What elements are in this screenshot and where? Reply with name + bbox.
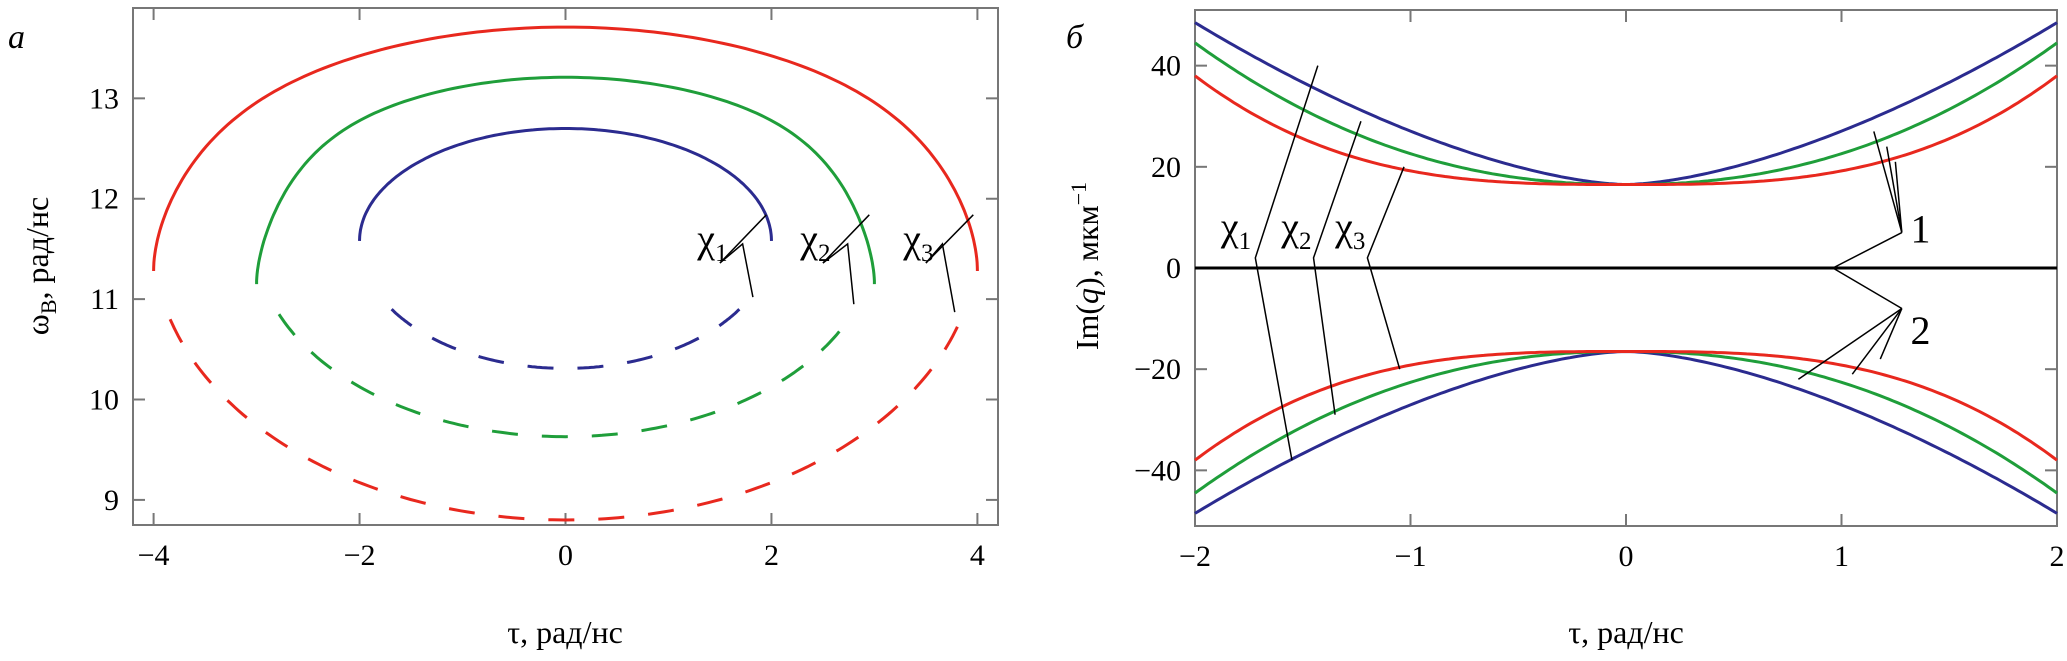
leader-line: [1851, 308, 1903, 375]
curve-label: χ1: [696, 216, 727, 267]
leader-lower: [925, 242, 956, 313]
x-tick-label: −2: [344, 539, 376, 572]
x-tick-label: 0: [1619, 540, 1634, 573]
curve-label: χ1: [1220, 204, 1251, 255]
leader-line: [1797, 307, 1903, 380]
curve-chi1-upper: [1194, 21, 2058, 187]
leader-line: [1894, 161, 1903, 233]
curve-chi3-lower: [1194, 350, 2058, 462]
leader-line: [1312, 121, 1362, 415]
curve-chi1-solid: [358, 127, 773, 241]
curve-chi3-upper: [1194, 74, 2058, 186]
leader-lower: [719, 242, 754, 298]
y-tick-label: −20: [1134, 353, 1181, 386]
curve-label: χ3: [1334, 204, 1365, 255]
curve-label: 1: [1910, 207, 1930, 252]
leader-line: [1832, 231, 1903, 269]
panel-a-x-axis-label: τ, рад/нс: [507, 614, 623, 650]
leader-line: [1886, 146, 1903, 233]
panel-a-curves: [152, 25, 979, 522]
x-tick-label: −4: [138, 539, 170, 572]
leader-line: [1366, 166, 1405, 370]
curve-label: χ2: [1280, 204, 1311, 255]
y-tick-label: 11: [90, 283, 119, 316]
panel-a-curve-labels: χ1 χ2 χ3: [696, 216, 933, 267]
curve-label: χ3: [902, 216, 933, 267]
leader-line: [1873, 131, 1903, 233]
x-tick-label: 0: [558, 539, 573, 572]
curve-chi3-solid: [152, 25, 979, 272]
leader-upper: [719, 214, 767, 264]
y-tick-label: 20: [1151, 151, 1181, 184]
y-tick-label: 9: [104, 484, 119, 517]
x-tick-label: 2: [2050, 540, 2065, 573]
panel-b-leader-lines: [1254, 65, 1903, 461]
y-tick-label: 13: [89, 82, 119, 115]
leader-line: [1879, 308, 1903, 360]
curve-chi2-solid: [255, 75, 876, 285]
x-tick-label: 1: [1834, 540, 1849, 573]
y-tick-label: 40: [1151, 50, 1181, 83]
curve-chi1-lower: [1194, 349, 2058, 515]
panel-b-y-axis-label-main: Im(: [1069, 304, 1105, 350]
y-tick-label: 0: [1166, 252, 1181, 285]
leader-line: [1254, 65, 1319, 461]
panel-b-y-axis-label-sup: −1: [1066, 182, 1091, 205]
curve-chi3-dashed: [168, 318, 963, 522]
curve-chi2-upper: [1194, 41, 2058, 186]
panel-a-y-axis-label: ωB, рад/нс: [19, 197, 61, 335]
panel-a-y-axis-label-main: ω: [19, 314, 55, 335]
panel-a-y-axis-label-sub: B: [36, 299, 61, 314]
y-tick-label: 12: [89, 183, 119, 216]
panel-a-frame: [132, 7, 999, 526]
panel-a-letter: а: [8, 19, 25, 56]
panel-a-y-axis-label-rest: , рад/нс: [19, 197, 55, 300]
leader-lower: [822, 242, 855, 305]
panel-a-leader-lines: [719, 214, 974, 313]
y-tick-label: −40: [1134, 454, 1181, 487]
y-tick-label: 10: [89, 384, 119, 417]
curve-label: χ2: [799, 216, 830, 267]
panel-b-y-axis-label-q: q: [1069, 288, 1105, 304]
curve-chi2-dashed: [277, 313, 854, 439]
leader-line: [1832, 267, 1903, 310]
curve-label: 2: [1910, 308, 1930, 353]
x-tick-label: 4: [970, 539, 985, 572]
panel-b-x-axis-label: τ, рад/нс: [1568, 614, 1684, 650]
curve-chi2-lower: [1194, 350, 2058, 495]
x-tick-label: −2: [1179, 540, 1211, 573]
panel-a: а −4 −2 0 2 4 9 10 11 12 13 χ1 χ2 χ3 τ, рад/нс ωB, …: [8, 7, 999, 650]
panel-b-curves: [1194, 21, 2058, 515]
panel-b-y-axis-label: Im(q), мкм−1: [1066, 182, 1105, 350]
x-tick-label: 2: [764, 539, 779, 572]
panel-b-letter: б: [1066, 19, 1085, 56]
leader-upper: [822, 214, 870, 264]
curve-chi1-dashed: [390, 308, 741, 370]
panel-a-ticks: −4 −2 0 2 4 9 10 11 12 13: [89, 8, 998, 572]
panel-b-curve-labels: χ1 χ2 χ3 1 2: [1220, 204, 1931, 353]
panel-b-y-axis-label-rest: ), мкм: [1069, 205, 1105, 288]
x-tick-label: −1: [1395, 540, 1427, 573]
